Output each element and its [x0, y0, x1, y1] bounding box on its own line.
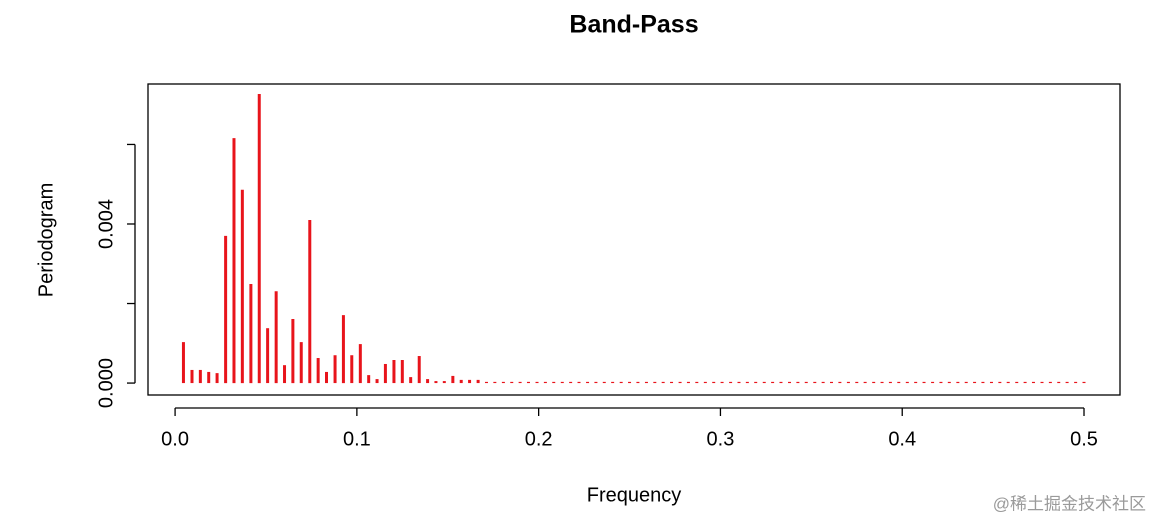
x-tick-label: 0.4 — [888, 428, 916, 450]
x-axis-label: Frequency — [587, 484, 682, 506]
y-tick-label: 0.000 — [95, 358, 117, 408]
x-tick-label: 0.3 — [707, 428, 735, 450]
y-axis-label: Periodogram — [35, 183, 57, 298]
x-tick-label: 0.1 — [343, 428, 371, 450]
y-tick-label: 0.004 — [95, 199, 117, 249]
watermark: @稀土掘金技术社区 — [993, 494, 1146, 513]
chart-title: Band-Pass — [569, 11, 698, 39]
plot-frame — [147, 83, 1121, 396]
x-tick-label: 0.0 — [161, 428, 189, 450]
x-tick-label: 0.5 — [1070, 428, 1098, 450]
x-tick-label: 0.2 — [525, 428, 553, 450]
